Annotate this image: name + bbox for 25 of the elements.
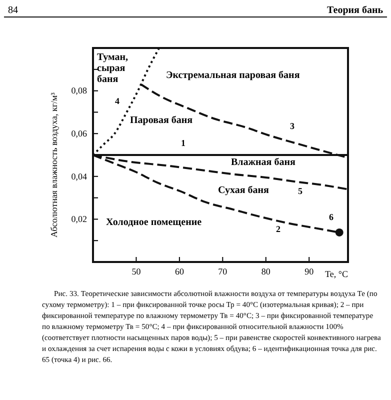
x-tick-label: 90 <box>304 266 314 276</box>
annotation: Туман, сырая баня <box>97 52 129 85</box>
x-tick-label: 60 <box>174 266 184 276</box>
annotation: Влажная баня <box>231 157 296 168</box>
series-label: 2 <box>276 224 281 234</box>
text: Теория бань <box>326 5 384 16</box>
x-tick-label: 80 <box>261 266 271 276</box>
series-label: 6 <box>329 212 334 222</box>
series-label: 4 <box>115 96 120 106</box>
x-axis-title: Te, °C <box>325 269 348 279</box>
annotation: Паровая баня <box>130 115 194 126</box>
annotation: Холодное помещение <box>106 217 202 228</box>
text: 84 <box>8 5 18 16</box>
x-tick-label: 70 <box>218 266 228 276</box>
annotation: Экстремальная паровая баня <box>166 70 300 81</box>
y-axis-title: Абсолютная влажность воздуха, кг/м³ <box>49 92 59 238</box>
annotation: Сухая баня <box>218 185 270 196</box>
y-tick-label: 0,06 <box>71 128 88 138</box>
series-label: 1 <box>181 138 186 148</box>
y-tick-label: 0,04 <box>71 171 88 182</box>
y-tick-label: 0,08 <box>71 86 88 96</box>
series-label: 5 <box>298 186 303 196</box>
y-tick-label: 0,02 <box>71 214 87 224</box>
x-tick-label: 50 <box>132 266 142 276</box>
series-label: 3 <box>290 121 295 131</box>
